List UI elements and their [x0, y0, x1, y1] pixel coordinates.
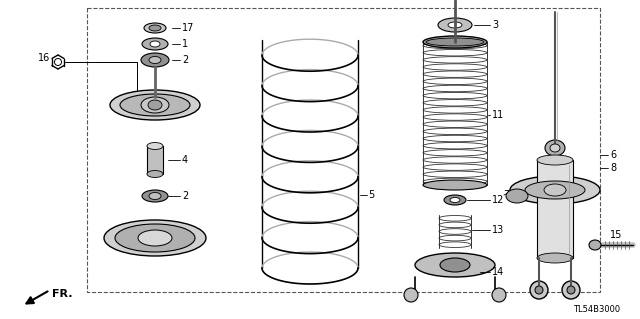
Ellipse shape: [510, 176, 600, 204]
Text: 5: 5: [368, 190, 374, 200]
Ellipse shape: [537, 155, 573, 165]
Ellipse shape: [530, 281, 548, 299]
Ellipse shape: [149, 25, 161, 31]
Text: 7: 7: [503, 190, 509, 200]
Ellipse shape: [120, 94, 190, 116]
Ellipse shape: [440, 258, 470, 272]
Bar: [87, 8, 600, 292]
Text: 6: 6: [610, 150, 616, 160]
Ellipse shape: [138, 230, 172, 246]
Ellipse shape: [492, 288, 506, 302]
Text: 12: 12: [492, 195, 504, 205]
Ellipse shape: [415, 253, 495, 277]
Text: 1: 1: [182, 39, 188, 49]
Ellipse shape: [448, 22, 462, 28]
Ellipse shape: [150, 41, 160, 47]
Ellipse shape: [141, 97, 169, 113]
Text: 4: 4: [182, 155, 188, 165]
Ellipse shape: [438, 18, 472, 32]
Ellipse shape: [423, 36, 487, 48]
Text: 11: 11: [492, 110, 504, 120]
Text: 8: 8: [610, 163, 616, 173]
Text: 15: 15: [610, 230, 622, 240]
Text: 14: 14: [492, 267, 504, 277]
Ellipse shape: [104, 220, 206, 256]
Ellipse shape: [147, 143, 163, 150]
Ellipse shape: [450, 197, 460, 203]
Bar: [147, 146, 163, 174]
Ellipse shape: [426, 38, 484, 46]
Ellipse shape: [142, 38, 168, 50]
Ellipse shape: [149, 56, 161, 63]
Ellipse shape: [404, 288, 418, 302]
Ellipse shape: [444, 195, 466, 205]
Ellipse shape: [544, 184, 566, 196]
Ellipse shape: [144, 23, 166, 33]
Text: 13: 13: [492, 225, 504, 235]
Ellipse shape: [525, 181, 585, 199]
Bar: [537, 160, 573, 258]
Text: 10: 10: [182, 233, 195, 243]
Ellipse shape: [149, 192, 161, 199]
Ellipse shape: [535, 286, 543, 294]
Ellipse shape: [115, 224, 195, 252]
Text: FR.: FR.: [52, 289, 72, 299]
Ellipse shape: [423, 180, 487, 190]
Ellipse shape: [142, 190, 168, 202]
Ellipse shape: [550, 144, 560, 152]
Text: 2: 2: [182, 55, 188, 65]
Ellipse shape: [589, 240, 601, 250]
Ellipse shape: [537, 253, 573, 263]
Ellipse shape: [110, 90, 200, 120]
Text: 3: 3: [492, 20, 498, 30]
Text: 16: 16: [38, 53, 51, 63]
Text: 9: 9: [182, 100, 188, 110]
Ellipse shape: [567, 286, 575, 294]
Text: TL54B3000: TL54B3000: [573, 306, 620, 315]
Ellipse shape: [148, 100, 162, 110]
Ellipse shape: [506, 189, 528, 203]
Text: 2: 2: [182, 191, 188, 201]
Ellipse shape: [545, 140, 565, 156]
Text: 17: 17: [182, 23, 195, 33]
Ellipse shape: [147, 170, 163, 177]
Ellipse shape: [141, 53, 169, 67]
Ellipse shape: [562, 281, 580, 299]
